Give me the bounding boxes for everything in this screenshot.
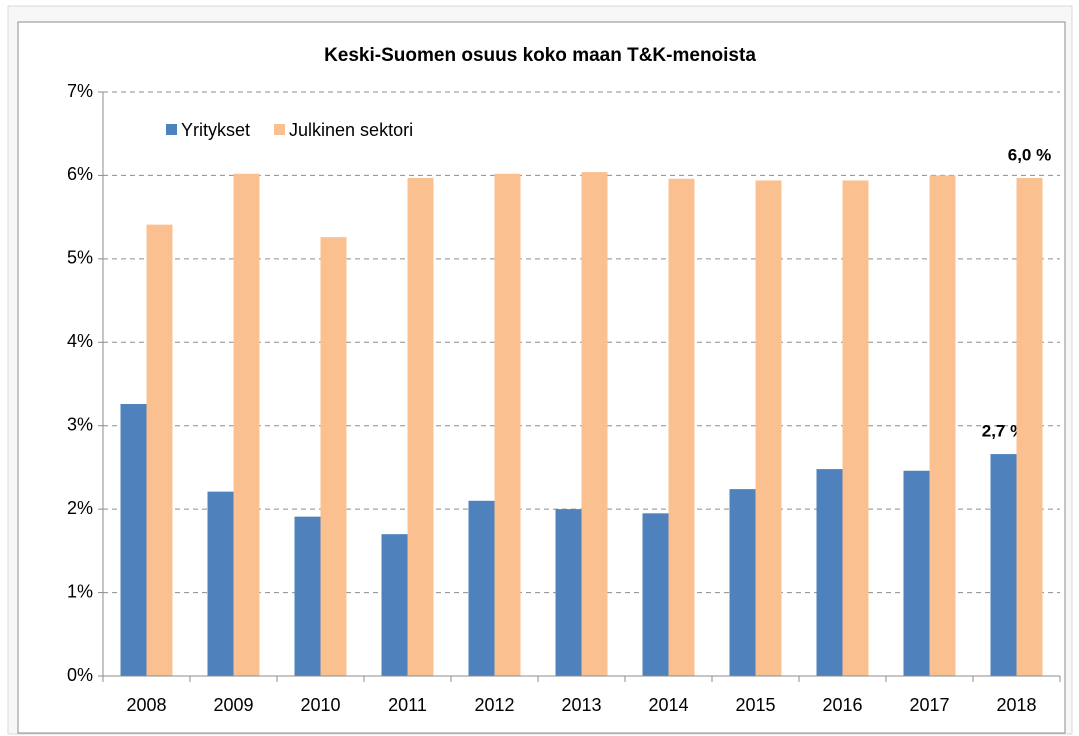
x-tick-label: 2008: [126, 695, 166, 715]
legend-label: Yritykset: [181, 120, 250, 140]
y-tick-label: 3%: [67, 414, 93, 434]
bar: [555, 509, 582, 676]
x-tick-label: 2009: [213, 695, 253, 715]
bar: [407, 177, 434, 676]
x-tick-label: 2016: [822, 695, 862, 715]
y-tick-label: 4%: [67, 331, 93, 351]
bar: [729, 489, 756, 676]
y-tick-label: 5%: [67, 248, 93, 268]
bar: [990, 454, 1017, 676]
x-tick-label: 2017: [909, 695, 949, 715]
y-tick-label: 7%: [67, 81, 93, 101]
y-tick-label: 0%: [67, 665, 93, 685]
bar: [903, 470, 930, 676]
legend-label: Julkinen sektori: [289, 120, 413, 140]
data-label: 2,7 %: [982, 422, 1025, 441]
chart-title: Keski-Suomen osuus koko maan T&K-menoist…: [324, 45, 756, 66]
y-tick-label: 1%: [67, 581, 93, 601]
chart-frame: [17, 21, 1066, 734]
bar: [468, 500, 495, 676]
x-tick-label: 2012: [474, 695, 514, 715]
bar: [1016, 177, 1043, 676]
bar: [120, 404, 147, 676]
bar: [146, 224, 173, 676]
bar: [642, 513, 669, 676]
bar: [294, 516, 321, 676]
y-tick-label: 6%: [67, 164, 93, 184]
bar: [842, 180, 869, 677]
bar: [233, 173, 260, 676]
bar: [320, 237, 347, 676]
x-tick-label: 2011: [388, 695, 427, 715]
x-tick-label: 2015: [735, 695, 775, 715]
bar: [207, 491, 234, 676]
legend-swatch: [274, 124, 286, 135]
bar: [816, 469, 843, 676]
y-tick-label: 2%: [67, 498, 93, 518]
x-tick-label: 2018: [996, 695, 1036, 715]
x-tick-label: 2013: [561, 695, 601, 715]
bar: [581, 172, 608, 676]
x-tick-label: 2010: [300, 695, 340, 715]
bar: [929, 175, 956, 676]
bar: [755, 180, 782, 677]
bar: [668, 178, 695, 676]
x-tick-label: 2014: [648, 695, 688, 715]
bar: [381, 534, 408, 676]
bar: [494, 173, 521, 676]
data-label: 6,0 %: [1008, 145, 1051, 164]
legend-swatch: [166, 124, 177, 135]
